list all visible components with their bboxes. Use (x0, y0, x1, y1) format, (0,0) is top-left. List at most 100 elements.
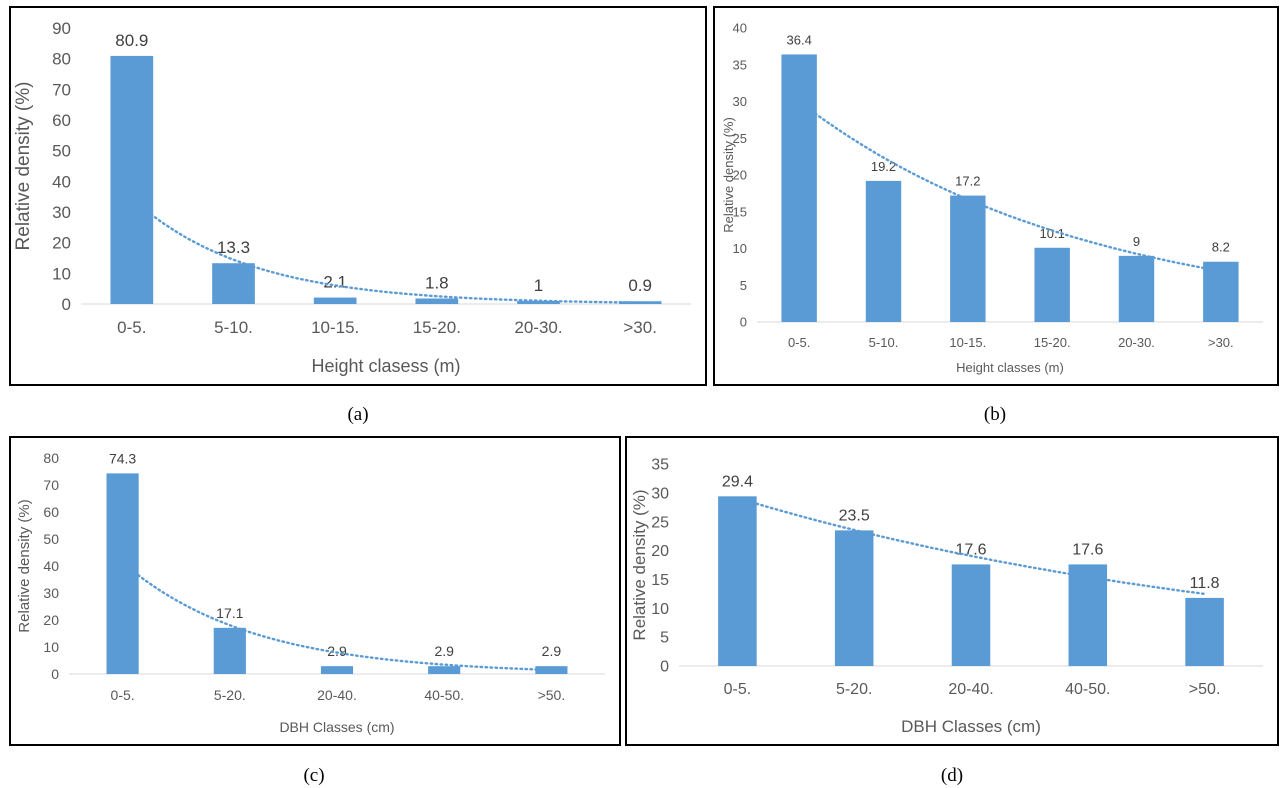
bar (1068, 564, 1108, 666)
y-tick-label: 20 (733, 168, 747, 183)
trendline (798, 100, 1222, 273)
data-label: 36.4 (787, 32, 812, 47)
x-tick-label: 0-5. (117, 318, 146, 337)
data-label: 17.6 (955, 541, 986, 558)
x-tick-label: 5-10. (869, 335, 899, 350)
x-axis-title: Height classes (m) (956, 360, 1064, 375)
y-tick-label: 40 (52, 172, 71, 191)
data-label: 23.5 (839, 507, 870, 524)
bar (781, 54, 817, 323)
y-tick-label: 25 (733, 131, 747, 146)
bar (313, 297, 357, 304)
x-tick-label: 10-15. (311, 318, 359, 337)
x-axis-title: DBH Classes (cm) (279, 719, 394, 735)
y-tick-label: 80 (43, 450, 59, 466)
data-label: 8.2 (1212, 240, 1230, 255)
x-tick-label: >30. (623, 318, 657, 337)
bar (951, 564, 991, 666)
chart-a: 0 10 20 30 40 50 60 70 80 90 80.9 0-5. 13.3 5-10. 2.1 1… (13, 19, 691, 376)
chart-panel-d: 0 5 10 15 20 25 30 35 29.4 0-5. 23.5 5-20. 17.6 20-40… (625, 436, 1279, 746)
y-tick-label: 30 (52, 203, 71, 222)
y-tick-label: 10 (733, 241, 747, 256)
y-tick-label: 20 (43, 612, 59, 628)
x-tick-label: >50. (538, 687, 566, 703)
y-tick-label: 30 (733, 94, 747, 109)
y-tick-label: 0 (660, 659, 669, 676)
bar (950, 195, 986, 322)
y-tick-label: 35 (651, 457, 669, 474)
bar (517, 300, 560, 304)
x-tick-label: 40-50. (424, 687, 464, 703)
x-tick-label: 20-40. (317, 687, 357, 703)
bar (865, 180, 902, 322)
x-tick-label: 15-20. (1034, 335, 1071, 350)
y-tick-label: 20 (52, 234, 71, 253)
y-tick-label: 30 (43, 585, 59, 601)
data-label: 9 (1133, 234, 1140, 249)
data-label: 1 (534, 276, 543, 295)
x-tick-label: 20-40. (948, 681, 993, 698)
y-tick-label: 0 (740, 315, 747, 330)
y-tick-label: 25 (651, 514, 669, 531)
y-tick-label: 40 (43, 558, 59, 574)
x-tick-label: 0-5. (111, 687, 135, 703)
bar (1034, 247, 1070, 322)
caption-b: (b) (983, 404, 1007, 425)
y-tick-label: 20 (651, 543, 669, 560)
y-tick-label: 0 (51, 666, 59, 682)
bar (718, 496, 757, 666)
x-tick-label: 0-5. (724, 681, 752, 698)
y-tick-label: 10 (43, 639, 59, 655)
y-axis-title: Relative density (%) (721, 117, 736, 233)
y-tick-label: 80 (52, 50, 71, 69)
y-tick-label: 15 (651, 572, 669, 589)
bar (1185, 597, 1224, 666)
data-label: 17.2 (955, 174, 980, 189)
chart-b: 0 5 10 15 20 25 30 35 40 36.4 0-5. 19.2 5-10. 17.2 10-… (721, 21, 1263, 375)
data-label: 2.1 (323, 273, 347, 292)
x-tick-label: 5-20. (214, 687, 246, 703)
x-tick-label: 0-5. (788, 335, 810, 350)
data-label: 2.9 (434, 643, 454, 659)
data-label: 19.2 (871, 159, 896, 174)
data-label: 1.8 (425, 273, 449, 292)
x-tick-label: >50. (1189, 681, 1221, 698)
y-tick-label: 90 (52, 19, 71, 38)
y-tick-label: 50 (52, 142, 71, 161)
x-tick-label: 5-20. (836, 681, 872, 698)
bar (106, 473, 139, 674)
y-tick-label: 70 (43, 477, 59, 493)
bar (415, 298, 459, 304)
bar (212, 263, 255, 304)
y-tick-label: 5 (660, 630, 669, 647)
trendline (121, 561, 553, 672)
data-label: 29.4 (722, 473, 753, 490)
x-tick-label: 5-10. (214, 318, 253, 337)
bar (428, 666, 461, 674)
data-label: 80.9 (115, 31, 148, 50)
trendline (130, 197, 642, 304)
x-tick-label: 20-30. (514, 318, 562, 337)
data-label: 11.8 (1190, 575, 1220, 592)
y-axis-title: Relative density (%) (16, 499, 33, 632)
y-tick-label: 30 (651, 485, 669, 502)
x-axis-title: DBH Classes (cm) (901, 717, 1041, 736)
chart-panel-b: 0 5 10 15 20 25 30 35 40 36.4 0-5. 19.2 5-10. 17.2 10-… (713, 6, 1279, 386)
data-label: 17.1 (216, 605, 243, 621)
bar (320, 666, 354, 674)
y-tick-label: 60 (43, 504, 59, 520)
data-label: 17.6 (1072, 541, 1103, 558)
caption-c: (c) (303, 765, 325, 786)
chart-panel-a: 0 10 20 30 40 50 60 70 80 90 80.9 0-5. 13.3 5-10. 2.1 1… (9, 6, 707, 386)
bar (1118, 255, 1155, 322)
chart-c: 0 10 20 30 40 50 60 70 80 74.3 0-5. 17.1 5-20. 2.9 20-… (16, 450, 605, 735)
bar (110, 55, 154, 305)
y-tick-label: 5 (740, 278, 747, 293)
caption-d: (d) (940, 765, 964, 786)
x-tick-label: 40-50. (1065, 681, 1110, 698)
caption-a: (a) (347, 404, 369, 425)
data-label: 74.3 (109, 450, 136, 466)
y-tick-label: 60 (52, 111, 71, 130)
data-label: 0.9 (628, 276, 652, 295)
chart-panel-c: 0 10 20 30 40 50 60 70 80 74.3 0-5. 17.1 5-20. 2.9 20-… (9, 436, 621, 746)
